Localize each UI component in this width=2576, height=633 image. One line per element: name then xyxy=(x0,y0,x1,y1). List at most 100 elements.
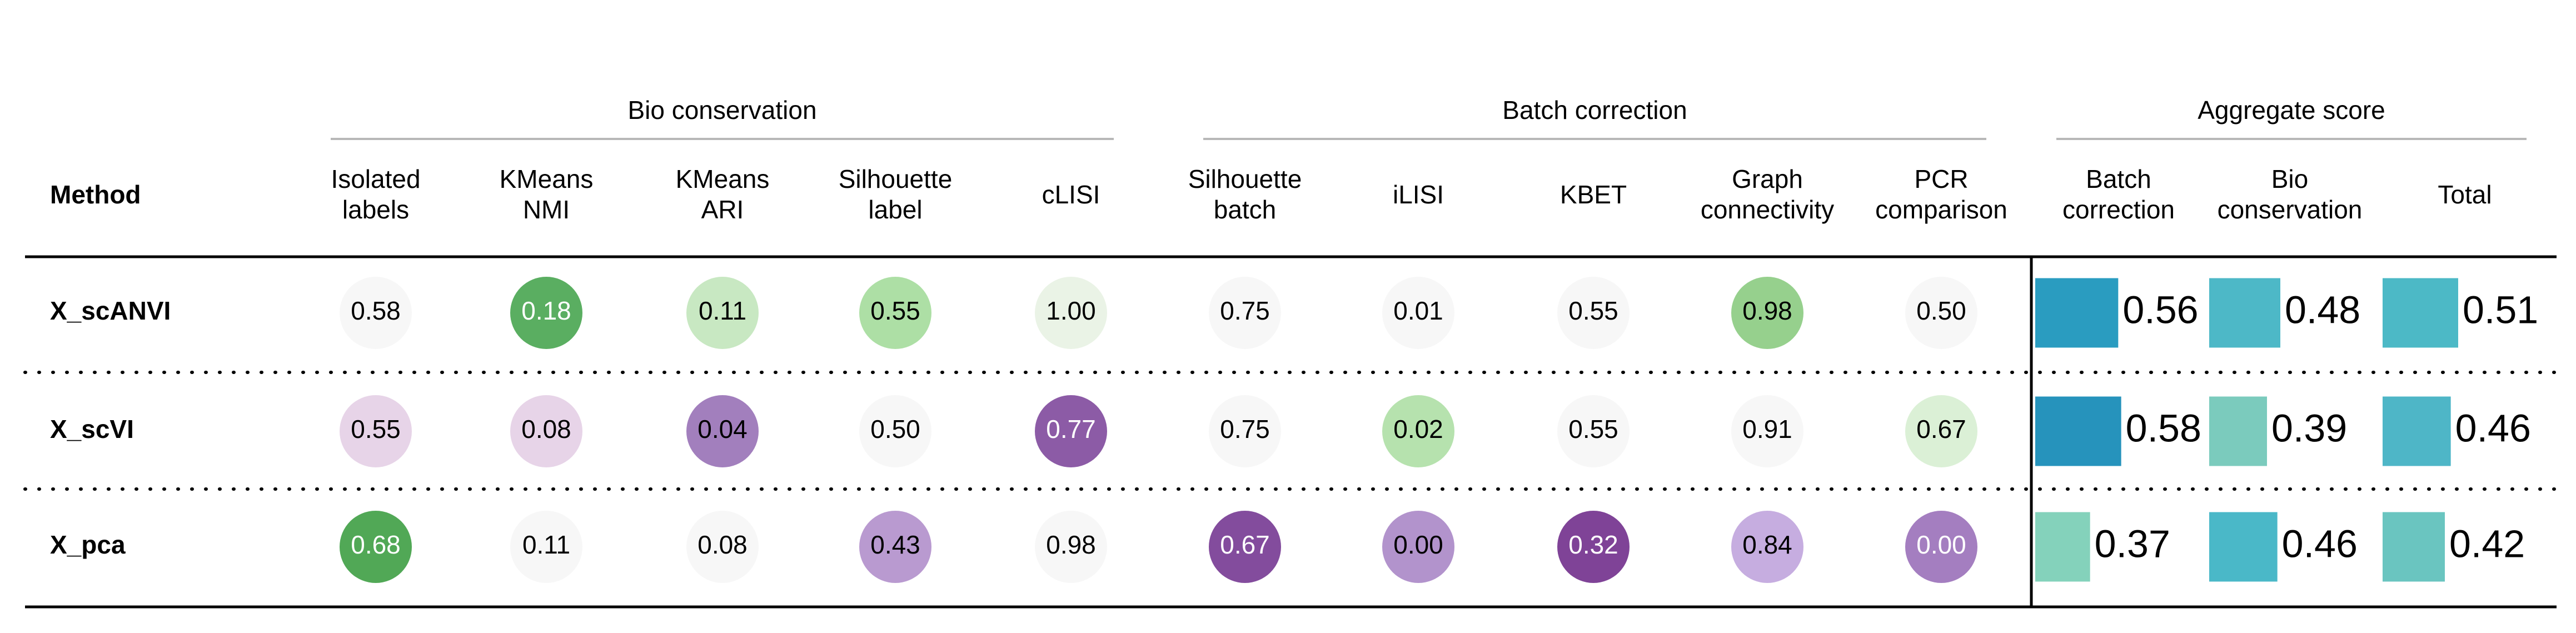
column-header: label xyxy=(868,195,922,224)
score-circle xyxy=(1209,277,1281,349)
score-circle xyxy=(1035,395,1107,467)
score-label: 0.01 xyxy=(1393,296,1443,325)
column-header: correction xyxy=(2062,195,2175,224)
group-title: Batch correction xyxy=(1502,96,1687,124)
score-circle xyxy=(1905,395,1977,467)
aggregate-bar xyxy=(2035,396,2121,466)
aggregate-label: 0.42 xyxy=(2449,522,2525,565)
column-header: Graph xyxy=(1732,165,1803,193)
aggregate-label: 0.46 xyxy=(2282,522,2358,565)
column-header: KBET xyxy=(1560,180,1627,209)
score-circle xyxy=(1382,277,1454,349)
column-header: Silhouette xyxy=(1188,165,1302,193)
score-circle xyxy=(340,511,412,583)
method-header: Method xyxy=(50,180,141,209)
score-circle xyxy=(1905,511,1977,583)
score-circle xyxy=(1557,277,1630,349)
column-header: PCR xyxy=(1914,165,1968,193)
column-header: KMeans xyxy=(676,165,770,193)
column-header: Total xyxy=(2438,180,2492,209)
score-label: 0.11 xyxy=(522,530,570,559)
score-label: 0.43 xyxy=(870,530,920,559)
column-header: conservation xyxy=(2218,195,2363,224)
score-circle xyxy=(510,511,582,583)
aggregate-bar xyxy=(2035,278,2119,348)
score-label: 0.18 xyxy=(521,296,571,325)
score-label: 0.67 xyxy=(1916,415,1966,443)
score-label: 0.08 xyxy=(521,415,571,443)
column-header: batch xyxy=(1214,195,1277,224)
column-header: cLISI xyxy=(1042,180,1100,209)
column-header: iLISI xyxy=(1393,180,1444,209)
score-label: 0.98 xyxy=(1046,530,1096,559)
aggregate-label: 0.58 xyxy=(2126,406,2201,450)
group-title: Bio conservation xyxy=(627,96,816,124)
aggregate-label: 0.46 xyxy=(2455,406,2531,450)
column-header: KMeans xyxy=(500,165,594,193)
score-label: 0.55 xyxy=(1568,296,1618,325)
aggregate-label: 0.51 xyxy=(2463,288,2538,331)
score-circle xyxy=(1557,511,1630,583)
score-label: 0.55 xyxy=(351,415,401,443)
score-label: 0.84 xyxy=(1742,530,1792,559)
score-label: 0.91 xyxy=(1742,415,1792,443)
aggregate-bar xyxy=(2383,396,2451,466)
score-label: 1.00 xyxy=(1046,296,1096,325)
score-circle xyxy=(686,511,759,583)
score-circle xyxy=(1209,395,1281,467)
aggregate-bar xyxy=(2209,396,2267,466)
score-circle xyxy=(1382,395,1454,467)
score-circle xyxy=(510,395,582,467)
column-header: NMI xyxy=(523,195,570,224)
score-label: 0.77 xyxy=(1046,415,1096,443)
score-label: 0.75 xyxy=(1220,415,1270,443)
score-circle xyxy=(1731,395,1803,467)
aggregate-label: 0.48 xyxy=(2285,288,2360,331)
score-label: 0.08 xyxy=(697,530,748,559)
aggregate-label: 0.37 xyxy=(2095,522,2170,565)
method-name: X_pca xyxy=(50,530,126,559)
score-label: 0.00 xyxy=(1393,530,1443,559)
column-header: ARI xyxy=(701,195,744,224)
score-circle xyxy=(1209,511,1281,583)
score-circle xyxy=(686,277,759,349)
score-label: 0.04 xyxy=(697,415,748,443)
score-label: 0.98 xyxy=(1742,296,1792,325)
score-label: 0.75 xyxy=(1220,296,1270,325)
column-header: Silhouette xyxy=(839,165,953,193)
column-header: comparison xyxy=(1875,195,2007,224)
aggregate-label: 0.56 xyxy=(2122,288,2198,331)
aggregate-bar xyxy=(2383,278,2458,348)
score-label: 0.55 xyxy=(870,296,920,325)
score-label: 0.02 xyxy=(1393,415,1443,443)
column-header: Bio xyxy=(2271,165,2308,193)
column-header: connectivity xyxy=(1701,195,1834,224)
score-label: 0.50 xyxy=(870,415,920,443)
aggregate-bar xyxy=(2383,512,2445,582)
aggregate-label: 0.39 xyxy=(2271,406,2347,450)
column-header: labels xyxy=(342,195,409,224)
column-header: Isolated xyxy=(331,165,420,193)
score-circle xyxy=(340,395,412,467)
column-header: Batch xyxy=(2086,165,2151,193)
score-label: 0.50 xyxy=(1916,296,1966,325)
group-title: Aggregate score xyxy=(2198,96,2385,124)
score-circle xyxy=(1382,511,1454,583)
aggregate-bar xyxy=(2209,278,2280,348)
score-circle xyxy=(1557,395,1630,467)
score-label: 0.68 xyxy=(351,530,401,559)
score-circle xyxy=(510,277,582,349)
score-label: 0.11 xyxy=(699,296,746,325)
score-circle xyxy=(859,395,931,467)
score-circle xyxy=(1035,277,1107,349)
method-name: X_scANVI xyxy=(50,296,171,325)
score-circle xyxy=(859,277,931,349)
score-label: 0.00 xyxy=(1916,530,1966,559)
score-circle xyxy=(1905,277,1977,349)
score-circle xyxy=(1035,511,1107,583)
method-name: X_scVI xyxy=(50,415,134,443)
score-circle xyxy=(1731,511,1803,583)
aggregate-bar xyxy=(2035,512,2090,582)
